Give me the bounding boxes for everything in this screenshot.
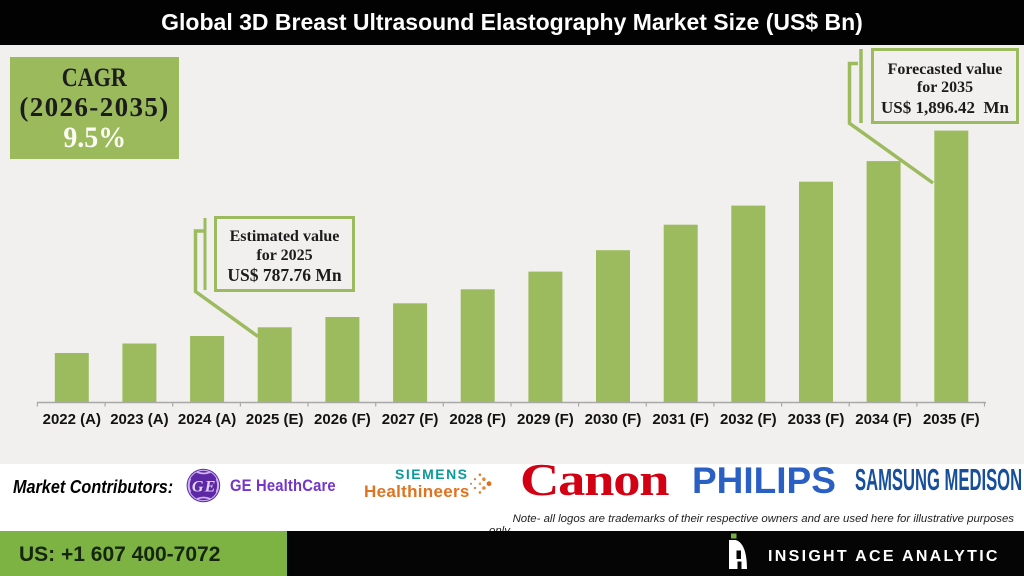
svg-text:G E: G E <box>192 479 216 496</box>
